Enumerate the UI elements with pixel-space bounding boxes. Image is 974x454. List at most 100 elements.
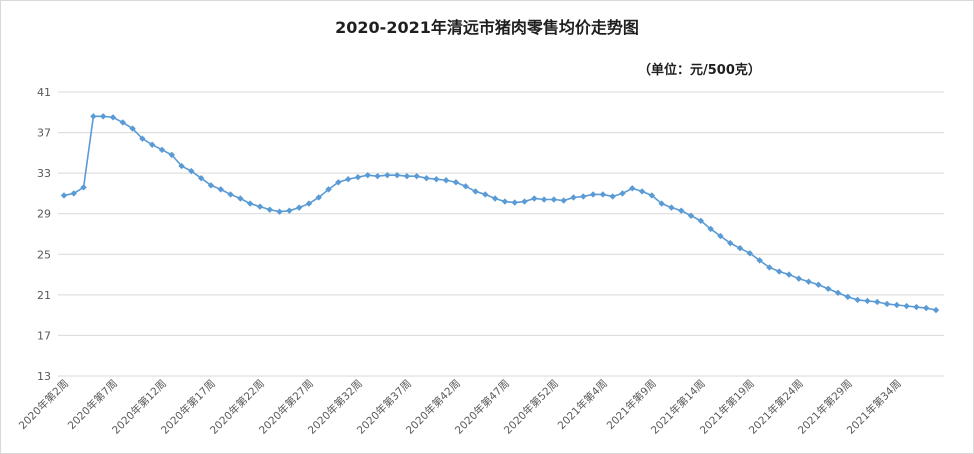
x-tick-label: 2021年第9周 [604,377,659,432]
data-point [197,175,205,182]
data-point [756,257,763,264]
data-point [188,167,195,175]
data-point [344,176,352,183]
data-point [825,285,832,292]
data-point [599,191,607,198]
data-point [844,293,852,301]
data-point [687,212,695,219]
data-point [560,197,567,204]
data-point [678,207,685,214]
y-tick-label: 41 [37,86,51,99]
data-point [90,113,97,120]
data-point [776,268,783,275]
data-point [207,182,215,189]
data-point [903,302,910,310]
data-point [442,177,450,184]
y-tick-label: 21 [37,289,51,302]
data-point [305,200,313,207]
data-point [609,193,616,200]
data-point [550,196,558,203]
series-line [63,115,937,311]
data-point [227,191,234,198]
data-point [178,162,185,170]
data-point [109,114,117,121]
data-point [923,304,930,312]
data-point [638,188,646,195]
data-point [80,184,87,191]
series-layer [60,113,940,314]
data-point [246,200,254,207]
data-point [335,179,342,186]
data-point [256,203,264,210]
data-point [531,195,538,202]
data-point [354,174,362,181]
data-point [384,171,391,179]
data-point [589,191,597,198]
y-tick-label: 37 [37,127,51,140]
y-tick-label: 17 [37,329,51,342]
data-point [629,185,636,192]
data-point [580,193,587,200]
data-point [795,275,803,282]
data-point [932,306,940,314]
data-point [315,194,322,201]
data-point [540,196,548,203]
data-point [433,176,440,183]
x-axis: 2020年第2周2020年第7周2020年第12周2020年第17周2020年第… [16,377,904,437]
y-axis: 13 17 21 25 29 33 37 41 [37,86,51,383]
data-point [99,113,107,120]
data-point [413,172,420,180]
data-point [295,204,303,211]
y-tick-label: 33 [37,167,51,180]
gridlines [58,91,944,377]
data-point [766,264,773,271]
chart-title: 2020-2021年清远市猪肉零售均价走势图 [335,18,639,37]
data-point [129,125,136,132]
data-point [746,250,754,257]
data-point [119,119,126,126]
data-point [864,297,871,305]
unit-label: （单位：元/500克） [638,63,761,78]
data-point [834,289,842,297]
data-point [521,198,528,205]
data-point [158,146,166,154]
data-point [785,271,793,278]
data-point [168,151,175,159]
data-point [325,186,332,193]
data-point [452,179,460,186]
y-tick-label: 13 [37,370,51,383]
x-tick-label: 2020年第2周 [16,377,71,432]
data-point [815,281,822,288]
data-point [501,198,509,205]
data-point [805,278,812,285]
data-point [393,171,401,179]
data-point [727,239,734,247]
data-point [217,186,224,193]
data-point [286,207,293,214]
data-point [276,208,283,215]
data-point [237,195,244,202]
data-point [717,232,724,240]
data-point [423,175,430,182]
data-point [139,135,146,142]
data-point [707,225,714,233]
y-tick-label: 29 [37,208,51,221]
data-point [462,183,469,190]
data-point [482,191,489,198]
data-point [697,217,705,225]
data-point [619,190,626,197]
data-point [266,206,273,213]
data-point [148,141,156,148]
x-tick-label: 2020年第7周 [65,377,120,432]
data-point [403,172,411,180]
data-point [570,194,577,201]
data-point [60,192,68,199]
data-point [491,195,499,202]
data-point [70,190,77,197]
data-point [472,188,479,195]
data-point [883,300,891,308]
data-point [648,192,656,199]
data-point [736,245,744,252]
